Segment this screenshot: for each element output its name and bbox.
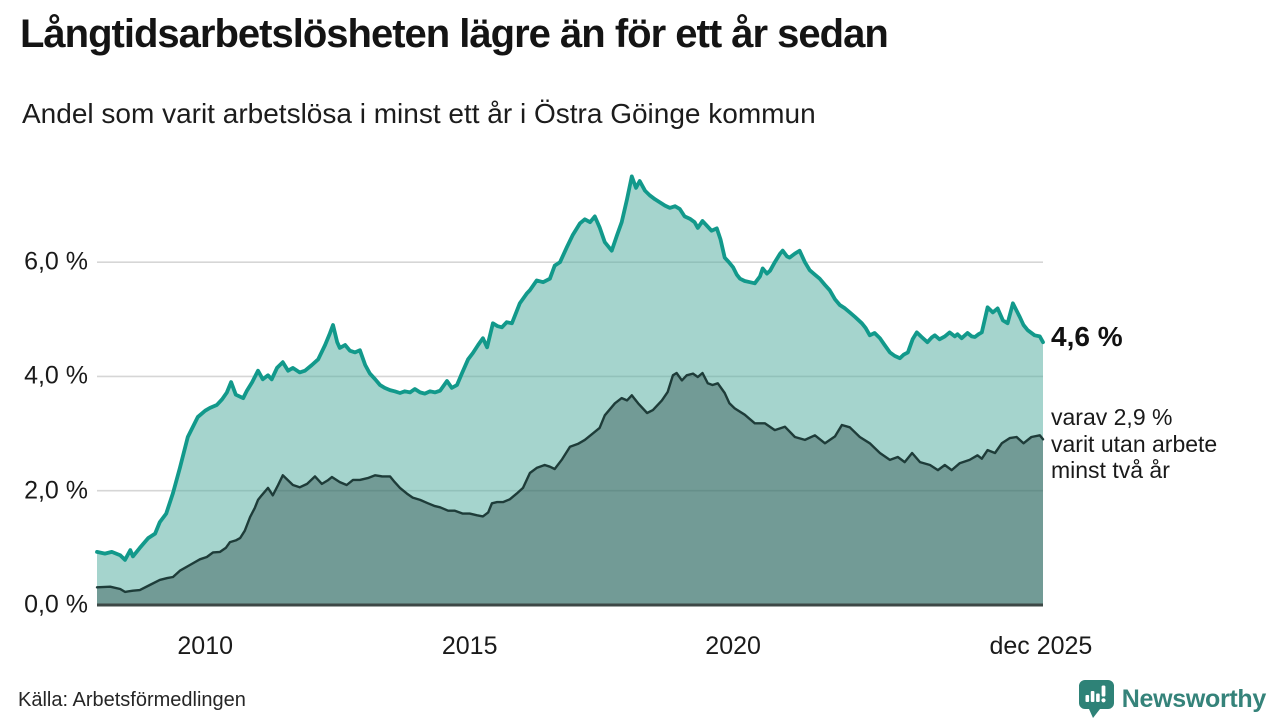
total-series-area bbox=[97, 176, 1043, 605]
newsworthy-bubble-icon bbox=[1078, 680, 1114, 718]
source-attribution: Källa: Arbetsförmedlingen bbox=[18, 689, 246, 711]
chart-subtitle: Andel som varit arbetslösa i minst ett å… bbox=[22, 98, 816, 129]
sub-annotation-line: minst två år bbox=[1051, 457, 1170, 483]
two-year-series-line bbox=[95, 371, 1045, 594]
newsworthy-wordmark: Newsworthy bbox=[1121, 684, 1267, 713]
x-axis-tick-label: 2010 bbox=[177, 632, 234, 660]
sub-series-annotation: varav 2,9 % varit utan arbete minst två … bbox=[1051, 404, 1217, 484]
two-year-series-area bbox=[97, 373, 1043, 605]
y-axis-tick-label: 6,0 % bbox=[24, 247, 88, 276]
total-series-line bbox=[95, 174, 1045, 562]
end-value-annotation: 4,6 % bbox=[1051, 321, 1123, 352]
newsworthy-logo: Newsworthy bbox=[1078, 680, 1267, 718]
sub-annotation-line: varit utan arbete bbox=[1051, 430, 1218, 457]
y-axis-tick-label: 0,0 % bbox=[24, 590, 88, 619]
y-axis-tick-label: 4,0 % bbox=[24, 361, 88, 390]
x-axis-tick-label: 2020 bbox=[705, 632, 761, 660]
sub-annotation-line: varav 2,9 % bbox=[1051, 404, 1173, 430]
x-axis-tick-label: dec 2025 bbox=[989, 632, 1093, 660]
chart-title: Långtidsarbetslösheten lägre än för ett … bbox=[20, 12, 889, 56]
y-axis-tick-label: 2,0 % bbox=[24, 476, 88, 505]
x-axis-tick-label: 2015 bbox=[441, 632, 498, 660]
